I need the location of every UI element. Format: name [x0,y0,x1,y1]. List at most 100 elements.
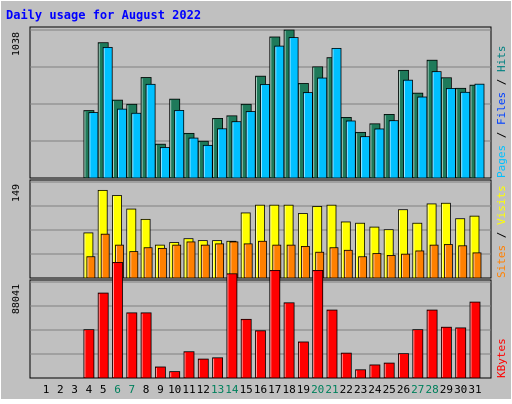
bar-kbytes-day-17 [269,270,281,379]
x-tick-label-day-29: 29 [440,383,453,396]
bar-kbytes-day-15 [240,318,252,379]
bar-files-day-27 [417,96,428,179]
x-tick-label-day-25: 25 [383,383,396,396]
bar-sites-day-27 [415,250,425,279]
x-tick-label-day-14: 14 [225,383,239,396]
x-tick-label-day-23: 23 [354,383,367,396]
bar-sites-day-11 [186,241,196,279]
bar-files-day-28 [431,71,442,179]
bar-files-day-18 [288,37,299,179]
legend-visits: Visits [495,185,508,225]
bar-sites-day-23 [358,256,368,279]
bar-files-day-14 [231,121,242,179]
x-tick-label-day-16: 16 [254,383,267,396]
bar-kbytes-day-23 [355,369,367,379]
panel-hits-files-pages: 1038 Pages / Files / Hits [11,26,508,179]
bar-files-day-5 [102,46,113,179]
bar-sites-day-24 [372,253,382,279]
x-tick-label-day-2: 2 [57,383,64,396]
bar-sites-day-10 [172,244,182,279]
x-tick-label-day-24: 24 [368,383,382,396]
bar-files-day-15 [245,111,256,179]
legend-hits: Hits [495,46,508,73]
bar-kbytes-day-11 [183,351,195,379]
legend-separator: / [495,225,508,245]
series-legend-visits-sites: Sites / Visits [495,185,508,278]
x-tick-label-day-3: 3 [71,383,78,396]
chart-title: Daily usage for August 2022 [6,8,201,22]
bar-files-day-26 [403,79,413,179]
x-tick-label-day-11: 11 [182,383,195,396]
bar-files-day-6 [117,108,127,179]
legend-kbytes: KBytes [495,338,508,378]
bar-files-day-9 [159,147,170,179]
bar-sites-day-12 [200,244,210,279]
x-tick-label-day-6: 6 [114,383,121,396]
bar-kbytes-day-21 [326,309,338,379]
x-tick-label-day-1: 1 [43,383,50,396]
bar-sites-day-13 [215,243,225,279]
legend-files: Files [495,92,508,125]
x-tick-label-day-28: 28 [425,383,438,396]
bar-sites-day-5 [100,233,110,279]
y-tick-label: 1038 [11,32,22,56]
bar-kbytes-day-25 [383,362,395,379]
bar-sites-day-26 [401,253,410,279]
bar-sites-day-18 [286,244,296,279]
bar-files-day-22 [345,120,356,179]
bar-files-day-30 [460,91,471,179]
x-tick-label-day-12: 12 [197,383,210,396]
y-tick-label: 149 [11,184,22,202]
bar-kbytes-day-27 [412,329,424,379]
bar-kbytes-day-20 [312,270,324,379]
bar-kbytes-day-26 [398,353,409,379]
bar-files-day-19 [302,92,313,179]
bar-sites-day-4 [86,256,96,279]
bar-files-day-7 [131,112,142,179]
series-legend-hits-files-pages: Pages / Files / Hits [495,46,508,179]
bar-files-day-4 [88,112,99,179]
bar-kbytes-day-30 [455,327,467,379]
x-tick-label-day-13: 13 [211,383,224,396]
bar-kbytes-day-4 [83,329,95,379]
bar-sites-day-30 [458,245,468,279]
bar-sites-day-25 [386,255,396,279]
bar-sites-day-9 [157,247,167,279]
bar-files-day-23 [360,136,371,179]
bar-kbytes-day-8 [140,312,152,379]
bar-kbytes-day-24 [369,364,381,379]
x-tick-label-day-15: 15 [240,383,253,396]
bar-kbytes-day-29 [440,326,452,379]
bar-kbytes-day-22 [340,352,352,379]
bar-kbytes-day-31 [469,301,481,379]
x-tick-label-day-22: 22 [340,383,353,396]
bar-sites-day-15 [243,243,253,279]
x-tick-label-day-4: 4 [86,383,93,396]
legend-separator: / [495,72,508,92]
bar-kbytes-day-12 [197,358,209,379]
bar-kbytes-day-5 [97,292,109,379]
bar-kbytes-day-10 [169,371,181,379]
bar-files-day-11 [188,137,199,179]
x-tick-label-day-27: 27 [411,383,424,396]
bar-sites-day-22 [343,249,353,279]
bar-files-day-10 [174,110,185,179]
x-tick-label-day-19: 19 [297,383,310,396]
bar-kbytes-day-7 [126,312,138,379]
panel-visits-sites: 149 Sites / Visits [11,179,508,279]
bar-sites-day-29 [443,244,453,279]
bar-kbytes-day-16 [255,330,266,379]
legend-separator: / [495,125,508,145]
bar-files-day-16 [260,84,270,179]
x-tick-label-day-31: 31 [468,383,481,396]
bar-sites-day-7 [129,251,139,279]
x-tick-label-day-30: 30 [454,383,467,396]
bar-kbytes-day-14 [226,273,238,379]
series-legend-kbytes: KBytes [495,338,508,378]
bar-sites-day-28 [429,244,439,279]
bar-files-day-29 [445,88,456,179]
bar-kbytes-day-9 [154,366,166,379]
x-tick-label-day-10: 10 [168,383,181,396]
